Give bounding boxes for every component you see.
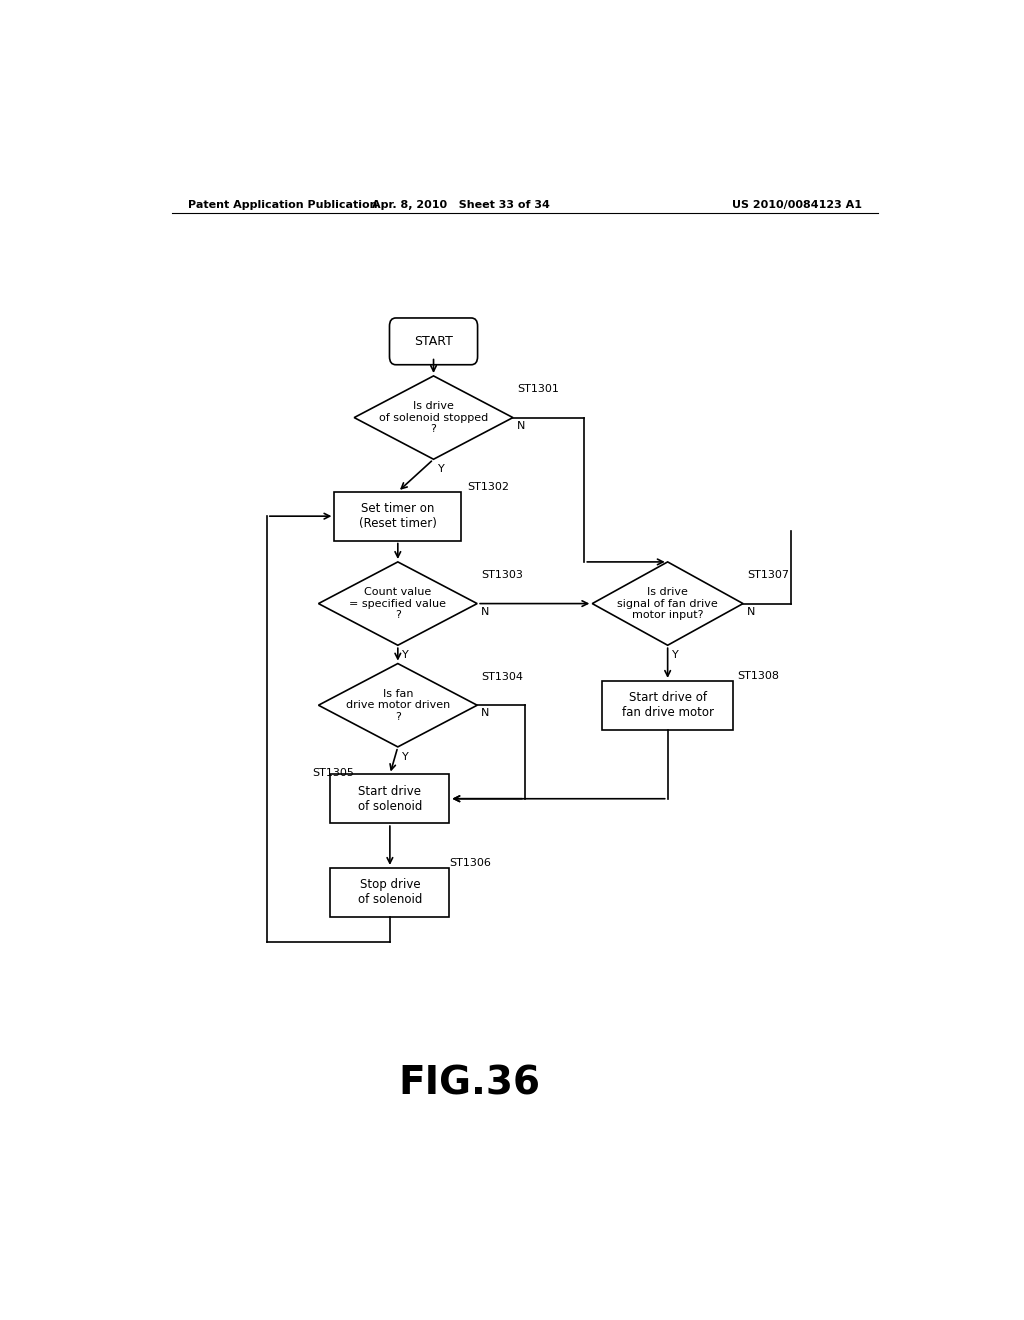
Text: ST1308: ST1308 <box>737 671 779 681</box>
Text: Is fan
drive motor driven
?: Is fan drive motor driven ? <box>346 689 450 722</box>
Text: Is drive
signal of fan drive
motor input?: Is drive signal of fan drive motor input… <box>617 587 718 620</box>
Text: N: N <box>748 607 756 616</box>
Text: Y: Y <box>672 651 678 660</box>
Text: Is drive
of solenoid stopped
?: Is drive of solenoid stopped ? <box>379 401 488 434</box>
Bar <box>334 492 461 541</box>
Text: ST1301: ST1301 <box>517 384 559 395</box>
Text: ST1305: ST1305 <box>312 768 354 779</box>
Text: Count value
= specified value
?: Count value = specified value ? <box>349 587 446 620</box>
Text: ST1307: ST1307 <box>748 570 790 581</box>
Polygon shape <box>354 376 513 459</box>
Bar <box>331 867 450 916</box>
Text: ST1306: ST1306 <box>450 858 492 867</box>
Text: Stop drive
of solenoid: Stop drive of solenoid <box>357 878 422 907</box>
Text: ST1303: ST1303 <box>481 570 523 581</box>
Text: N: N <box>481 607 489 616</box>
FancyBboxPatch shape <box>389 318 477 364</box>
Text: FIG.36: FIG.36 <box>398 1064 541 1102</box>
Text: Y: Y <box>401 752 409 762</box>
Text: Start drive
of solenoid: Start drive of solenoid <box>357 784 422 813</box>
Text: ST1304: ST1304 <box>481 672 523 682</box>
Text: Set timer on
(Reset timer): Set timer on (Reset timer) <box>358 502 437 531</box>
Text: N: N <box>517 421 525 430</box>
Text: Apr. 8, 2010   Sheet 33 of 34: Apr. 8, 2010 Sheet 33 of 34 <box>373 201 550 210</box>
Polygon shape <box>318 562 477 645</box>
Text: Patent Application Publication: Patent Application Publication <box>187 201 377 210</box>
Text: Start drive of
fan drive motor: Start drive of fan drive motor <box>622 692 714 719</box>
Polygon shape <box>592 562 743 645</box>
Text: Y: Y <box>437 465 444 474</box>
Bar <box>331 775 450 824</box>
Text: Y: Y <box>401 651 409 660</box>
Text: ST1302: ST1302 <box>468 482 510 492</box>
Text: START: START <box>414 335 453 348</box>
Polygon shape <box>318 664 477 747</box>
Text: N: N <box>481 709 489 718</box>
Bar <box>602 681 733 730</box>
Text: US 2010/0084123 A1: US 2010/0084123 A1 <box>732 201 862 210</box>
